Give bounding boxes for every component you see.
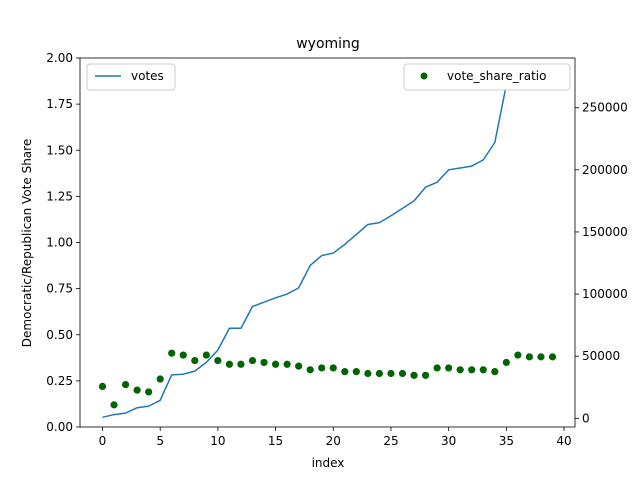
y-tick-label: 2.00 bbox=[46, 51, 73, 65]
vote-share-ratio-point bbox=[202, 351, 210, 359]
vote-share-ratio-point bbox=[433, 364, 441, 372]
legend-votes-frame bbox=[86, 63, 176, 91]
vote-share-ratio-point bbox=[145, 388, 153, 396]
vote-share-ratio-point bbox=[295, 362, 303, 370]
vote-share-ratio-point bbox=[271, 360, 280, 368]
y-tick-label: 0.00 bbox=[46, 420, 73, 434]
vote-share-ratio-point bbox=[341, 368, 349, 376]
vote-share-ratio-point bbox=[364, 369, 372, 378]
vote-share-ratio-point bbox=[191, 356, 199, 365]
y2-tick-label: 150000 bbox=[582, 225, 628, 239]
legend-vote-share-ratio-marker-swatch bbox=[420, 72, 428, 80]
vote-share-ratio-point bbox=[410, 371, 418, 379]
vote-share-ratio-point bbox=[421, 371, 430, 379]
vote-share-ratio-point bbox=[468, 366, 476, 374]
y2-tick-label: 200000 bbox=[582, 163, 628, 177]
vote-share-ratio-point bbox=[237, 360, 245, 368]
x-axis-title: index bbox=[312, 456, 345, 470]
y-tick-label: 0.50 bbox=[46, 328, 73, 342]
vote-share-ratio-point bbox=[502, 358, 510, 367]
vote-share-ratio-point bbox=[283, 360, 291, 368]
vote-share-ratio-point bbox=[214, 356, 222, 365]
vote-share-ratio-point bbox=[156, 375, 164, 383]
y-tick-label: 1.25 bbox=[46, 189, 73, 203]
vote-share-ratio-point bbox=[98, 382, 107, 391]
vote-share-ratio-point bbox=[225, 360, 234, 368]
x-tick-label: 25 bbox=[383, 434, 398, 448]
x-tick-label: 20 bbox=[326, 434, 341, 448]
vote-share-ratio-point bbox=[260, 358, 268, 367]
y-tick-label: 1.75 bbox=[46, 97, 73, 111]
vote-share-ratio-point bbox=[514, 351, 522, 359]
y2-tick-label: 0 bbox=[582, 411, 590, 425]
y-tick-label: 1.50 bbox=[46, 143, 73, 157]
x-tick-label: 0 bbox=[99, 434, 107, 448]
vote-share-ratio-point bbox=[306, 366, 314, 374]
vote-share-ratio-point bbox=[110, 401, 118, 409]
vote-share-ratio-point bbox=[491, 368, 499, 376]
legend-vote-share-ratio-label: vote_share_ratio bbox=[447, 69, 546, 83]
x-tick-label: 35 bbox=[499, 434, 514, 448]
vote-share-ratio-point bbox=[537, 353, 545, 361]
legend-votes-label: votes bbox=[131, 69, 164, 83]
vote-share-ratio-point bbox=[479, 366, 487, 374]
vote-share-ratio-point bbox=[456, 366, 464, 374]
vote-share-ratio-point bbox=[387, 369, 395, 378]
legend-vote-share-ratio-frame bbox=[403, 63, 571, 91]
series-layer bbox=[98, 74, 557, 419]
x-tick-label: 30 bbox=[441, 434, 456, 448]
x-tick-label: 10 bbox=[210, 434, 225, 448]
x-tick-label: 5 bbox=[156, 434, 164, 448]
axes-layer: 0 5 10 15 20 25 30 35 40 0.00 0.25 0.50 0.75 1.00 1.25… bbox=[46, 51, 628, 448]
y2-tick-label: 100000 bbox=[582, 287, 628, 301]
y-tick-label: 1.00 bbox=[46, 236, 73, 250]
vote-share-ratio-point bbox=[525, 353, 534, 361]
x-tick-label: 15 bbox=[268, 434, 283, 448]
y-tick-label: 0.25 bbox=[46, 374, 73, 388]
chart-title: wyoming bbox=[296, 36, 360, 52]
vote-share-ratio-point bbox=[548, 353, 557, 361]
vote-share-ratio-point bbox=[121, 380, 130, 389]
vote-share-ratio-point bbox=[329, 364, 337, 372]
y2-tick-label: 50000 bbox=[582, 349, 620, 363]
vote-share-ratio-point bbox=[398, 369, 407, 378]
y2-tick-label: 250000 bbox=[582, 101, 628, 115]
vote-share-ratio-point bbox=[445, 364, 453, 372]
legend-votes: votes bbox=[86, 63, 176, 91]
legend-vote-share-ratio: vote_share_ratio bbox=[403, 63, 571, 91]
vote-share-ratio-point bbox=[179, 351, 187, 359]
vote-share-ratio-point bbox=[133, 386, 141, 394]
vote-share-ratio-point bbox=[352, 368, 360, 376]
votes-line bbox=[102, 74, 553, 419]
vote-share-ratio-point bbox=[248, 356, 257, 365]
y-tick-label: 0.75 bbox=[46, 282, 73, 296]
vote-share-ratio-point bbox=[318, 364, 326, 372]
vote-share-ratio-point bbox=[375, 369, 384, 378]
x-tick-label: 40 bbox=[556, 434, 571, 448]
vote-share-ratio-point bbox=[168, 349, 176, 357]
y-axis-title: Democratic/Republican Vote Share bbox=[20, 139, 34, 347]
